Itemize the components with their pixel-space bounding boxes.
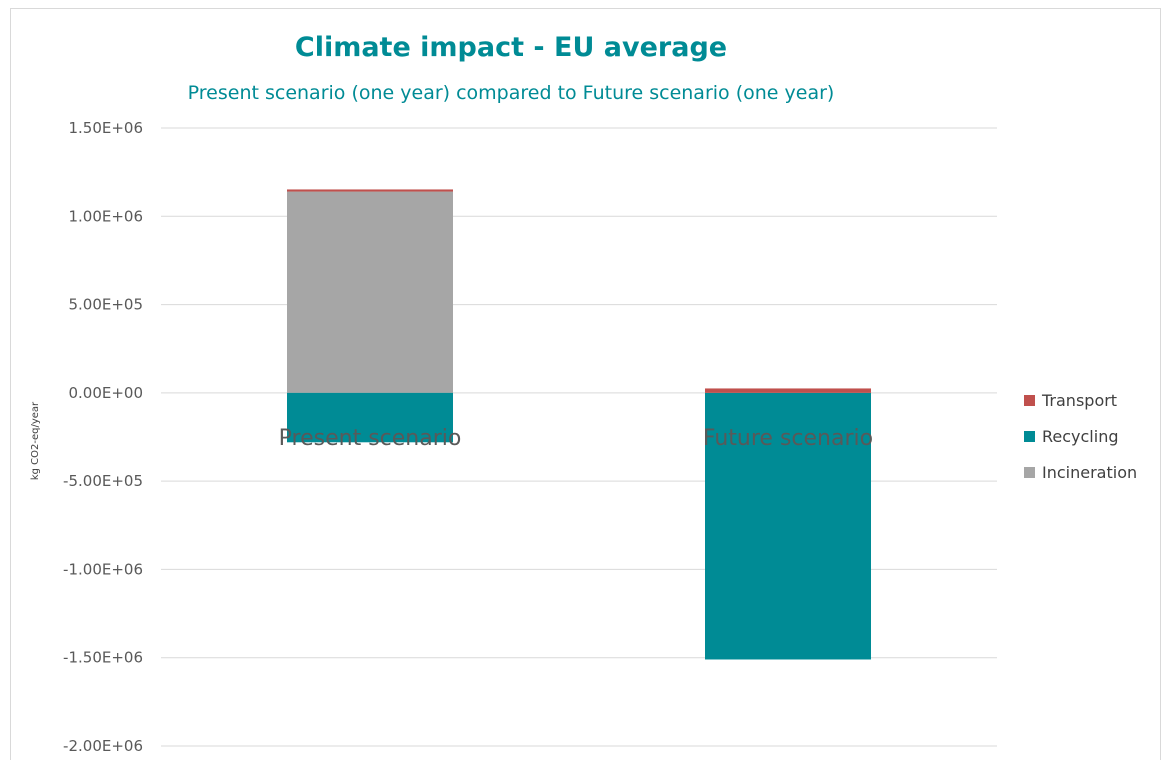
bar-transport bbox=[287, 189, 453, 192]
chart-frame: Climate impact - EU average Present scen… bbox=[10, 8, 1161, 760]
y-tick-label: -2.00E+06 bbox=[63, 737, 143, 755]
category-labels: Present scenario Future scenario bbox=[279, 426, 873, 451]
bars bbox=[287, 189, 871, 660]
bar-incineration bbox=[287, 191, 453, 393]
legend-swatch bbox=[1024, 395, 1035, 406]
chart-subtitle: Present scenario (one year) compared to … bbox=[188, 82, 835, 104]
y-tick-label: -1.50E+06 bbox=[63, 649, 143, 667]
bar-transport bbox=[705, 388, 871, 393]
y-tick-label: -1.00E+06 bbox=[63, 560, 143, 578]
legend-swatch bbox=[1024, 467, 1035, 478]
chart-title: Climate impact - EU average bbox=[295, 32, 727, 63]
y-tick-label: 1.50E+06 bbox=[68, 119, 143, 137]
legend-label: Recycling bbox=[1042, 427, 1119, 446]
y-tick-label: -5.00E+05 bbox=[63, 472, 143, 490]
legend-label: Incineration bbox=[1042, 463, 1137, 482]
legend: Transport Recycling Incineration bbox=[1024, 391, 1137, 482]
legend-label: Transport bbox=[1041, 391, 1117, 410]
category-label: Present scenario bbox=[279, 426, 462, 451]
legend-swatch bbox=[1024, 431, 1035, 442]
chart: Climate impact - EU average Present scen… bbox=[30, 32, 1137, 755]
y-axis-label: kg CO2-eq/year bbox=[30, 401, 41, 480]
bar-recycling bbox=[705, 392, 871, 660]
y-tick-label: 5.00E+05 bbox=[68, 296, 143, 314]
y-tick-labels: 1.50E+06 1.00E+06 5.00E+05 0.00E+00 -5.00E+0… bbox=[63, 119, 143, 755]
y-tick-label: 0.00E+00 bbox=[68, 384, 143, 402]
y-tick-label: 1.00E+06 bbox=[68, 207, 143, 225]
category-label: Future scenario bbox=[703, 426, 873, 451]
bar-recycling bbox=[287, 392, 453, 443]
